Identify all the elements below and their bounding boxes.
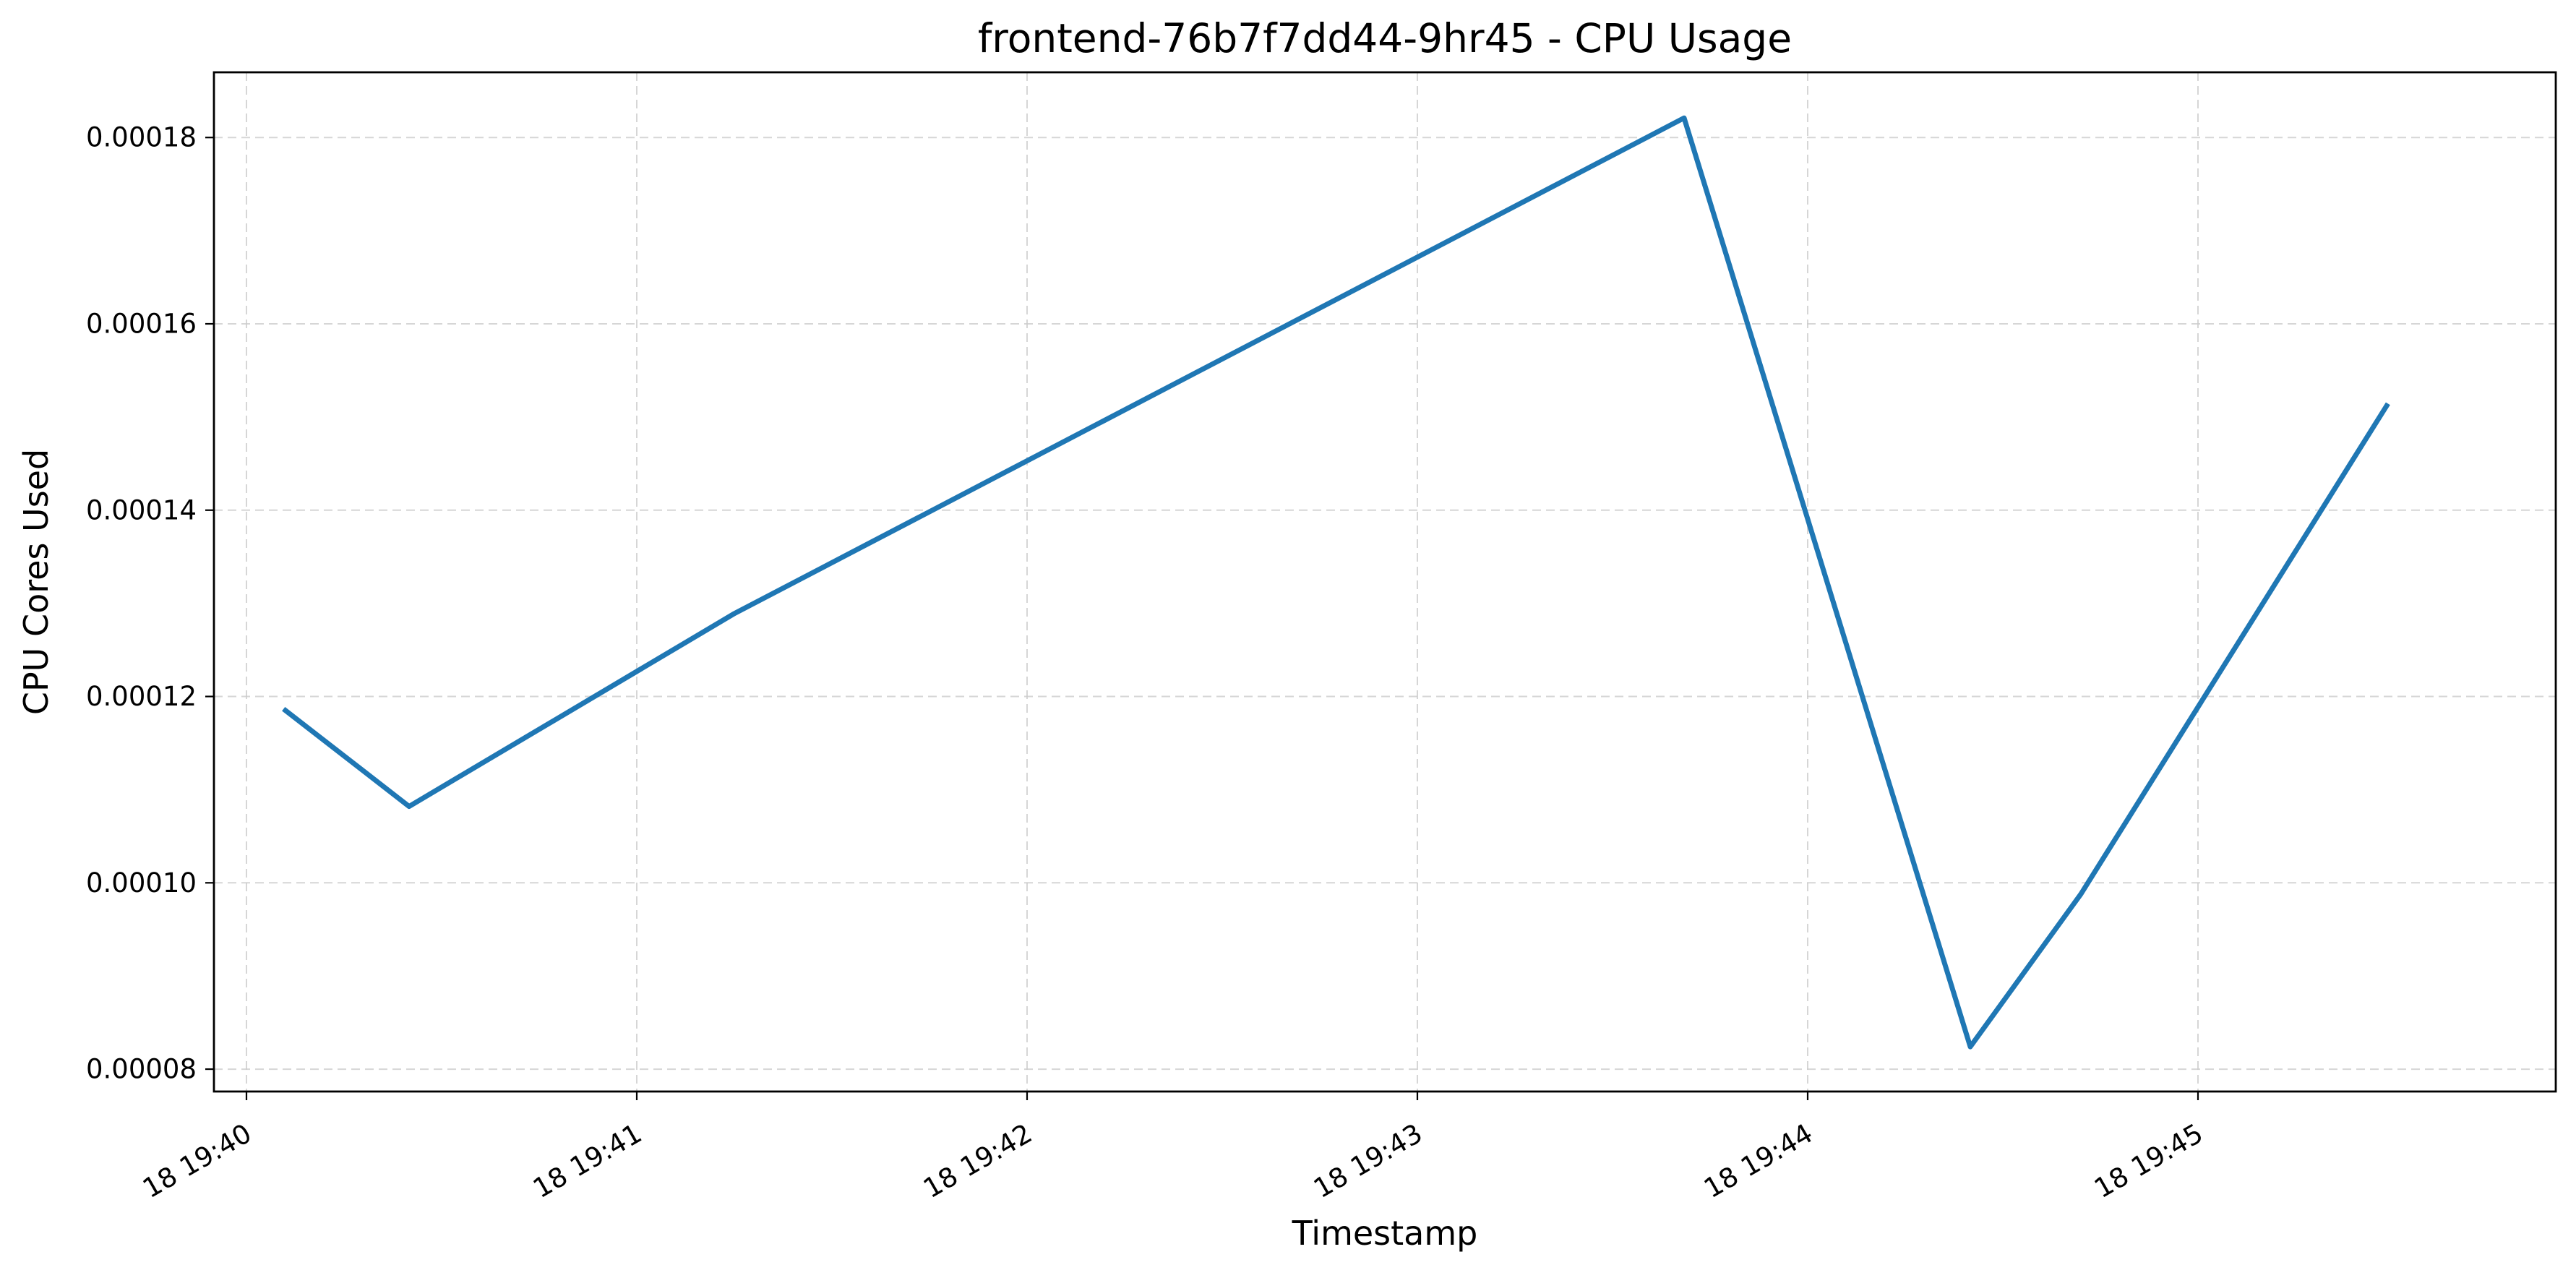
y-tick-label: 0.00014 [86, 494, 197, 526]
y-tick-label: 0.00010 [86, 867, 197, 899]
y-tick-label: 0.00018 [86, 122, 197, 153]
y-tick-label: 0.00016 [86, 308, 197, 339]
y-tick-label: 0.00008 [86, 1054, 197, 1085]
y-tick-label: 0.00012 [86, 681, 197, 712]
chart-title: frontend-76b7f7dd44-9hr45 - CPU Usage [978, 15, 1792, 61]
y-axis-label: CPU Cores Used [17, 449, 56, 715]
x-axis-label: Timestamp [1292, 1214, 1478, 1253]
